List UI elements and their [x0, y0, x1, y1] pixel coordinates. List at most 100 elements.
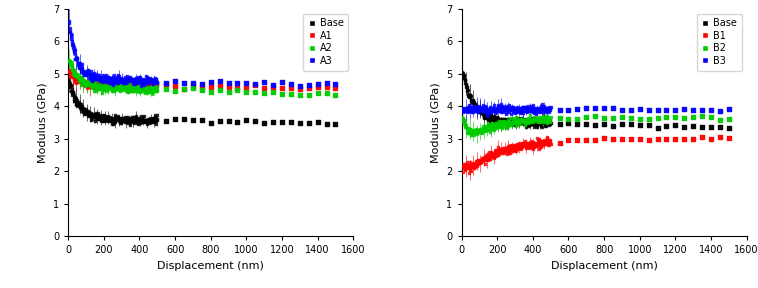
Point [67, 70, 80, 75]
Point [466, 108, 478, 113]
Point [521, 105, 533, 110]
Point [471, 128, 483, 133]
Point [504, 107, 516, 112]
Point [480, 107, 492, 112]
Point [205, 121, 217, 126]
Point [516, 105, 528, 110]
Point [80, 80, 92, 85]
Point [82, 80, 94, 84]
Point [147, 118, 159, 123]
Point [531, 144, 543, 148]
Point [96, 78, 108, 83]
Point [458, 107, 470, 111]
Point [520, 141, 532, 146]
Point [150, 80, 162, 85]
Point [457, 108, 469, 112]
Point [705, 125, 717, 129]
Point [511, 117, 523, 121]
Point [104, 114, 116, 119]
Point [68, 73, 80, 77]
Point [533, 118, 545, 123]
Point [107, 75, 119, 79]
Point [471, 158, 484, 162]
Point [145, 117, 157, 122]
Point [607, 115, 619, 120]
Point [94, 79, 106, 84]
Point [537, 118, 549, 122]
Point [285, 119, 297, 124]
Point [133, 82, 145, 87]
Point [486, 153, 498, 158]
Point [100, 81, 112, 86]
Point [475, 106, 487, 111]
Point [72, 75, 84, 80]
Point [516, 141, 528, 146]
Point [96, 81, 108, 85]
Point [482, 128, 494, 132]
Point [134, 119, 146, 124]
Point [136, 118, 149, 122]
Point [462, 92, 474, 96]
Point [484, 124, 496, 129]
Point [487, 127, 499, 132]
Point [498, 122, 510, 126]
Point [131, 77, 143, 82]
Point [486, 107, 498, 111]
Point [89, 113, 101, 118]
Point [100, 83, 112, 87]
Point [142, 87, 154, 92]
Point [128, 82, 140, 87]
Point [196, 118, 208, 123]
Point [137, 82, 149, 86]
Point [90, 117, 102, 121]
Point [80, 73, 92, 78]
Point [118, 118, 130, 122]
Point [89, 84, 101, 88]
Point [541, 139, 553, 144]
Point [481, 114, 493, 118]
Point [475, 107, 487, 111]
Point [542, 107, 554, 111]
Point [471, 105, 484, 110]
Point [169, 88, 181, 93]
Point [110, 83, 122, 88]
Point [528, 142, 540, 147]
Point [223, 89, 235, 94]
Point [131, 82, 143, 87]
Point [140, 80, 152, 85]
Point [120, 79, 132, 84]
Point [509, 115, 521, 120]
Point [538, 105, 550, 109]
Point [117, 85, 129, 89]
Point [468, 106, 481, 111]
Point [108, 117, 120, 122]
Point [538, 104, 550, 109]
Point [486, 115, 498, 120]
Point [142, 80, 154, 84]
Point [479, 108, 491, 112]
Point [83, 73, 95, 77]
Point [146, 82, 158, 87]
Point [187, 118, 199, 122]
Point [471, 130, 484, 134]
Point [108, 84, 120, 88]
Point [481, 155, 493, 159]
Point [89, 81, 101, 85]
Point [528, 110, 540, 115]
Point [467, 128, 479, 133]
Point [96, 82, 108, 87]
Point [500, 106, 512, 110]
Point [487, 153, 500, 158]
Point [87, 113, 99, 118]
Point [517, 118, 529, 123]
Point [96, 116, 108, 121]
Point [511, 145, 523, 149]
Point [126, 81, 138, 86]
Point [514, 142, 526, 147]
Point [506, 121, 518, 126]
Point [643, 138, 655, 143]
Point [537, 111, 550, 115]
Point [258, 86, 271, 90]
Point [111, 75, 124, 80]
Point [509, 145, 521, 149]
